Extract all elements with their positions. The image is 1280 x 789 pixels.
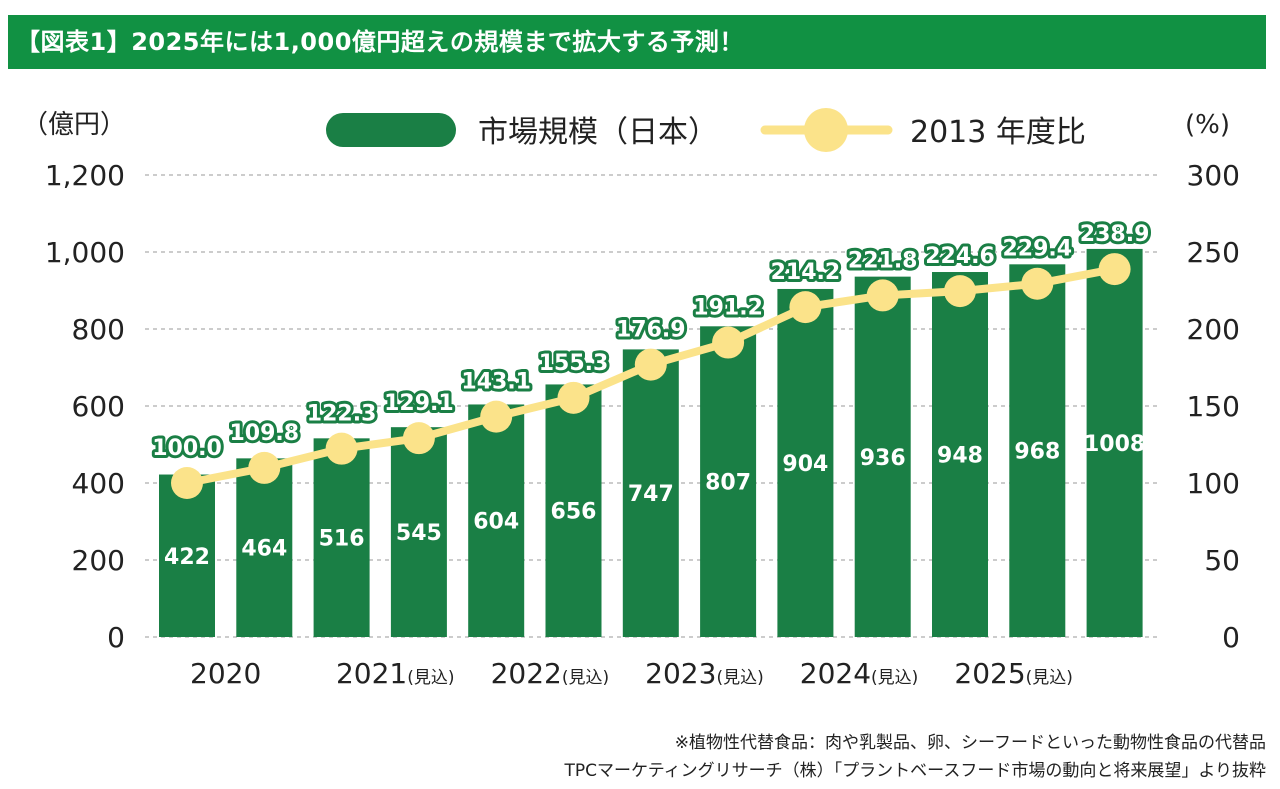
bar-value-label: 464 (241, 537, 287, 562)
line-value-label: 238.9 (1080, 222, 1150, 247)
x-tick-suffix: (見込) (871, 668, 918, 688)
x-tick-year: 2021 (336, 657, 407, 690)
bar-value-label: 936 (860, 446, 906, 471)
x-tick-label: 2024(見込) (800, 657, 919, 690)
line-value-label: 143.1 (461, 370, 531, 395)
x-tick-label: 2021(見込) (336, 657, 455, 690)
x-tick-year: 2023 (645, 657, 716, 690)
bar-value-label: 422 (164, 545, 210, 570)
right-tick-label: 300 (1187, 159, 1240, 192)
bar (468, 404, 525, 637)
right-tick-label: 200 (1187, 313, 1240, 346)
left-tick-label: 200 (72, 544, 125, 577)
right-tick-label: 50 (1204, 544, 1240, 577)
line-value-label: 129.1 (384, 391, 454, 416)
bar (159, 474, 215, 637)
x-tick-label: 2025(見込) (954, 657, 1073, 690)
line-value-label: 191.2 (693, 296, 763, 321)
legend-line-marker (804, 108, 848, 152)
line-point (171, 467, 203, 499)
right-axis-label: (%) (1185, 110, 1230, 140)
x-tick-suffix: (見込) (1026, 668, 1073, 688)
bar (777, 288, 834, 637)
legend-bar-label: 市場規模（日本） (478, 115, 718, 150)
left-tick-label: 0 (107, 621, 125, 654)
line-value-label: 109.8 (230, 421, 300, 446)
bar (390, 427, 447, 637)
x-tick-label: 2023(見込) (645, 657, 764, 690)
line-point (789, 291, 822, 324)
line-point (325, 432, 358, 465)
bar-value-label: 904 (782, 452, 828, 477)
x-tick-suffix: (見込) (562, 668, 609, 688)
x-tick-year: 2025 (954, 657, 1025, 690)
bar-value-label: 968 (1014, 440, 1060, 465)
line-value-label: 214.2 (771, 260, 841, 285)
right-tick-label: 0 (1222, 621, 1240, 654)
bar (700, 326, 757, 637)
left-tick-label: 1,000 (45, 236, 125, 269)
bar (545, 384, 602, 637)
line-point (248, 451, 281, 484)
line-point (1098, 253, 1131, 286)
line-point (866, 279, 899, 312)
line-point (1021, 267, 1054, 300)
x-tick-suffix: (見込) (716, 668, 763, 688)
right-tick-label: 150 (1187, 390, 1240, 423)
line-point (402, 422, 435, 455)
bar (622, 349, 679, 637)
x-tick-year: 2020 (190, 657, 261, 690)
bar-value-label: 516 (319, 527, 365, 552)
bar-value-label: 604 (473, 510, 519, 535)
bar-value-label: 656 (551, 500, 597, 525)
bar (1086, 248, 1143, 638)
bar-value-label: 948 (937, 444, 983, 469)
legend-bar-swatch (326, 113, 456, 147)
left-tick-label: 800 (72, 313, 125, 346)
line-point (634, 348, 667, 381)
line-value-label: 229.4 (1003, 237, 1073, 262)
line-value-label: 176.9 (616, 318, 686, 343)
chart-title: 【図表1】2025年には1,000億円超えの規模まで拡大する予測！ (8, 15, 1266, 69)
x-tick-year: 2022 (491, 657, 562, 690)
right-tick-label: 250 (1187, 236, 1240, 269)
line-value-label: 221.8 (848, 248, 918, 273)
line-value-label: 155.3 (539, 351, 609, 376)
x-tick-year: 2024 (800, 657, 871, 690)
footnote-source: TPCマーケティングリサーチ（株）「プラントベースフード市場の動向と将来展望」よ… (564, 761, 1266, 781)
legend-line-label: 2013 年度比 (910, 115, 1086, 150)
left-axis-label: （億円） (22, 110, 126, 140)
line-point (712, 326, 745, 359)
left-tick-label: 600 (72, 390, 125, 423)
bar-value-label: 545 (396, 521, 442, 546)
bar-value-label: 1008 (1084, 432, 1145, 457)
bar-value-label: 807 (705, 471, 751, 496)
line-value-label: 100.0 (152, 436, 222, 461)
x-tick-label: 2022(見込) (491, 657, 610, 690)
left-tick-label: 1,200 (45, 159, 125, 192)
bar (313, 438, 370, 637)
bar-value-label: 747 (628, 482, 674, 507)
line-value-label: 224.6 (925, 244, 995, 269)
bar (1009, 264, 1066, 637)
right-tick-label: 100 (1187, 467, 1240, 500)
line-point (480, 400, 513, 433)
line-point (944, 275, 976, 308)
footnote-definition: ※植物性代替食品：肉や乳製品、卵、シーフードといった動物性食品の代替品 (674, 733, 1266, 753)
bar (236, 458, 293, 637)
line-point (557, 381, 590, 414)
bar (854, 276, 911, 637)
line-value-label: 122.3 (307, 402, 377, 427)
left-tick-label: 400 (72, 467, 125, 500)
bar (932, 272, 988, 637)
x-tick-suffix: (見込) (407, 668, 454, 688)
x-tick-label: 2020 (190, 657, 261, 690)
